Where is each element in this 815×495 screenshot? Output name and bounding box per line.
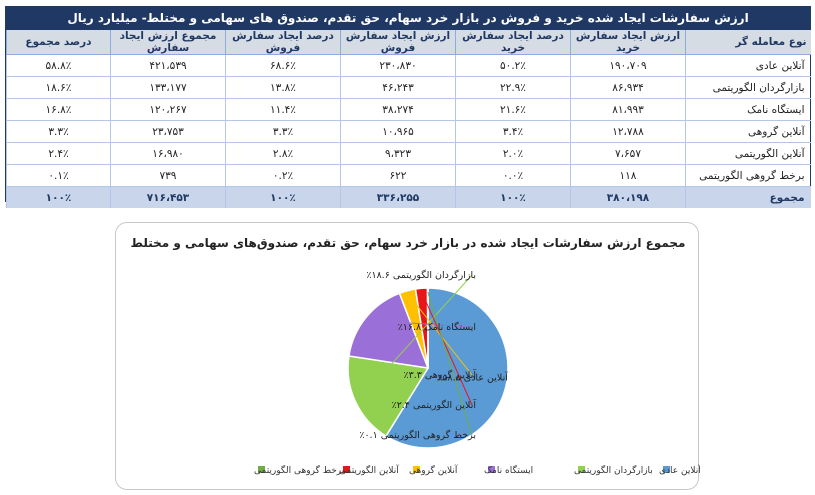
cell-buy-value: ۸۶،۹۳۴ [570, 76, 686, 99]
slice-label: برخط گروهی الگوریتمی ۰.۱٪ [359, 429, 476, 441]
cell-total-value: ۲۳،۷۵۳ [110, 120, 226, 143]
total-row: مجموع ۳۸۰،۱۹۸ ۱۰۰٪ ۳۳۶،۲۵۵ ۱۰۰٪ ۷۱۶،۴۵۳ ۱۰۰٪ [6, 186, 811, 208]
pie-slice [347, 355, 430, 438]
cell-total-percent: ۳.۳٪ [6, 120, 111, 143]
cell-sell-value: ۱۰،۹۶۵ [340, 120, 456, 143]
header-row: نوع معامله گر ارزش ایجاد سفارش خرید درصد… [6, 30, 811, 55]
cell-total-percent: ۱۸.۶٪ [6, 76, 111, 99]
leader-line [421, 292, 473, 406]
table-row: آنلاین عادی ۱۹۰،۷۰۹ ۵۰.۲٪ ۲۳۰،۸۳۰ ۶۸.۶٪ ۴۲۱،۵… [6, 54, 811, 77]
table-row: بازارگردان الگوریتمی ۸۶،۹۳۴ ۲۲.۹٪ ۴۶،۲۴۳ ۱۳.… [6, 76, 811, 99]
slice-label: آنلاین گروهی ۳.۳٪ [404, 368, 477, 381]
cell-sell-percent: ۱۳.۸٪ [225, 76, 341, 99]
legend-swatch [663, 466, 670, 473]
cell-sell-value: ۹،۳۲۳ [340, 142, 456, 165]
cell-total-percent: ۰.۱٪ [6, 164, 111, 187]
pie-chart: مجموع ارزش سفارشات ایجاد شده در بازار خر… [131, 236, 702, 476]
cell-buy-percent: ۲۱.۶٪ [455, 98, 571, 121]
cell-buy-value: ۱۲،۷۸۸ [570, 120, 686, 143]
total-trader-type: مجموع [685, 186, 811, 208]
cell-total-value: ۱۶،۹۸۰ [110, 142, 226, 165]
cell-trader-type: برخط گروهی الگوریتمی [685, 164, 811, 187]
legend-swatch [578, 466, 585, 473]
cell-trader-type: آنلاین گروهی [685, 120, 811, 143]
header-total-percent: درصد مجموع [6, 30, 111, 55]
legend-swatch [258, 466, 265, 473]
pie-slice [348, 292, 430, 369]
header-sell-percent: درصد ایجاد سفارش فروش [225, 30, 341, 55]
table-row: برخط گروهی الگوریتمی ۱۱۸ ۰.۰٪ ۶۲۲ ۰.۲٪ ۷۳۹ ۰.۱… [6, 164, 811, 187]
cell-buy-percent: ۵۰.۲٪ [455, 54, 571, 77]
total-buy-percent: ۱۰۰٪ [455, 186, 571, 208]
cell-buy-value: ۱۱۸ [570, 164, 686, 187]
cell-buy-percent: ۲۲.۹٪ [455, 76, 571, 99]
cell-sell-percent: ۰.۲٪ [225, 164, 341, 187]
header-total-value: مجموع ارزش ایجاد سفارش [110, 30, 226, 55]
total-total-percent: ۱۰۰٪ [6, 186, 111, 208]
table-title: ارزش سفارشات ایجاد شده خرید و فروش در با… [6, 7, 810, 30]
total-sell-percent: ۱۰۰٪ [225, 186, 341, 208]
legend-label: آنلاین عادی [659, 464, 700, 476]
cell-sell-value: ۲۳۰،۸۳۰ [340, 54, 456, 77]
leader-line [427, 291, 473, 436]
cell-total-value: ۱۳۳،۱۷۷ [110, 76, 226, 99]
cell-sell-value: ۶۲۲ [340, 164, 456, 187]
total-sell-value: ۳۳۶،۲۵۵ [340, 186, 456, 208]
header-buy-percent: درصد ایجاد سفارش خرید [455, 30, 571, 55]
cell-trader-type: ایستگاه نامک [685, 98, 811, 121]
total-buy-value: ۳۸۰،۱۹۸ [570, 186, 686, 208]
leader-line [368, 319, 473, 328]
slice-label: آنلاین الگوریتمی ۲.۴٪ [392, 398, 477, 411]
cell-total-percent: ۵۸.۸٪ [6, 54, 111, 77]
cell-total-value: ۴۲۱،۵۳۹ [110, 54, 226, 77]
leader-line [358, 274, 473, 401]
cell-sell-percent: ۳.۳٪ [225, 120, 341, 143]
cell-sell-percent: ۱۱.۴٪ [225, 98, 341, 121]
pie-chart-card: مجموع ارزش سفارشات ایجاد شده در بازار خر… [115, 222, 702, 490]
cell-buy-percent: ۰.۰٪ [455, 164, 571, 187]
slice-label: ایستگاه نامک ۱۶.۸٪ [398, 321, 476, 333]
legend-label: برخط گروهی الگوریتمی [254, 464, 344, 476]
legend-label: آنلاین گروهی [409, 464, 458, 476]
legend-label: آنلاین الگوریتمی [339, 464, 399, 476]
total-total-value: ۷۱۶،۴۵۳ [110, 186, 226, 208]
cell-trader-type: آنلاین عادی [685, 54, 811, 77]
legend-label: بازارگردان الگوریتمی [574, 464, 653, 476]
cell-buy-percent: ۲.۰٪ [455, 142, 571, 165]
header-buy-value: ارزش ایجاد سفارش خرید [570, 30, 686, 55]
slice-label: بازارگردان الگوریتمی ۱۸.۶٪ [366, 269, 476, 281]
slice-label: آنلاین عادی ۵۸.۸٪ [437, 371, 508, 384]
pie-slice [384, 287, 509, 449]
legend-label: ایستگاه نامک [484, 464, 533, 476]
chart-title: مجموع ارزش سفارشات ایجاد شده در بازار خر… [131, 236, 686, 251]
cell-total-percent: ۱۶.۸٪ [6, 98, 111, 121]
cell-sell-value: ۳۸،۲۷۴ [340, 98, 456, 121]
legend-swatch [343, 466, 350, 473]
header-sell-value: ارزش ایجاد سفارش فروش [340, 30, 456, 55]
cell-buy-percent: ۳.۴٪ [455, 120, 571, 143]
cell-buy-value: ۸۱،۹۹۳ [570, 98, 686, 121]
cell-sell-percent: ۶۸.۶٪ [225, 54, 341, 77]
table-row: آنلاین گروهی ۱۲،۷۸۸ ۳.۴٪ ۱۰،۹۶۵ ۳.۳٪ ۲۳،۷۵۳ ۳.… [6, 120, 811, 143]
cell-buy-value: ۷،۶۵۷ [570, 142, 686, 165]
header-trader-type: نوع معامله گر [685, 30, 811, 55]
order-value-table: ارزش سفارشات ایجاد شده خرید و فروش در با… [5, 6, 811, 208]
cell-trader-type: بازارگردان الگوریتمی [685, 76, 811, 99]
table-row: آنلاین الگوریتمی ۷،۶۵۷ ۲.۰٪ ۹،۳۲۳ ۲.۸٪ ۱۶،۹۸۰… [6, 142, 811, 165]
legend-swatch [488, 466, 495, 473]
cell-total-value: ۱۲۰،۲۶۷ [110, 98, 226, 121]
cell-total-percent: ۲.۴٪ [6, 142, 111, 165]
cell-trader-type: آنلاین الگوریتمی [685, 142, 811, 165]
data-table: نوع معامله گر ارزش ایجاد سفارش خرید درصد… [6, 30, 811, 208]
legend-swatch [413, 466, 420, 473]
table-row: ایستگاه نامک ۸۱،۹۹۳ ۲۱.۶٪ ۳۸،۲۷۴ ۱۱.۴٪ ۱۲۰،۲۶… [6, 98, 811, 121]
cell-sell-percent: ۲.۸٪ [225, 142, 341, 165]
pie-slice [426, 287, 429, 369]
cell-total-value: ۷۳۹ [110, 164, 226, 187]
cell-buy-value: ۱۹۰،۷۰۹ [570, 54, 686, 77]
cell-sell-value: ۴۶،۲۴۳ [340, 76, 456, 99]
